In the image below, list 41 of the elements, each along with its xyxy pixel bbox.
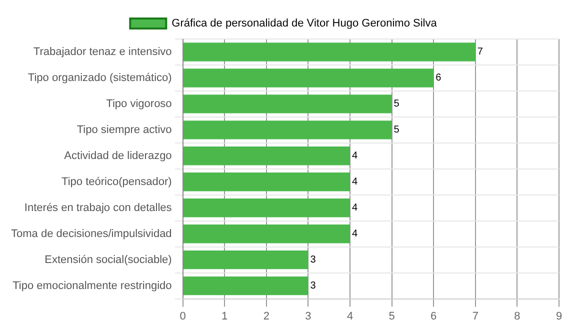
- x-tick-label: 1: [222, 310, 228, 322]
- bar: [183, 198, 350, 218]
- bar: [183, 146, 350, 166]
- y-tick-label: Tipo siempre activo: [76, 124, 172, 136]
- data-label: 4: [352, 202, 358, 214]
- bar: [183, 276, 308, 296]
- x-tick-label: 8: [514, 310, 520, 322]
- x-tick-label: 6: [430, 310, 437, 322]
- data-label: 3: [310, 254, 316, 266]
- bar: [183, 172, 350, 192]
- data-label: 5: [394, 98, 400, 110]
- data-label: 4: [352, 150, 358, 162]
- bar: [183, 94, 392, 114]
- y-tick-label: Tipo organizado (sistemático): [28, 72, 172, 84]
- bar: [183, 224, 350, 244]
- data-label: 3: [310, 280, 316, 292]
- legend-label: Gráfica de personalidad de Vitor Hugo Geronimo Silva: [172, 18, 438, 30]
- y-tick-label: Tipo vigoroso: [106, 98, 172, 110]
- x-tick-label: 9: [556, 310, 562, 322]
- y-tick-label: Extensión social(sociable): [44, 254, 172, 266]
- data-label: 4: [352, 228, 358, 240]
- data-label: 6: [436, 72, 442, 84]
- bar: [183, 68, 434, 88]
- y-tick-label: Trabajador tenaz e intensivo: [33, 46, 172, 58]
- data-label: 4: [352, 176, 358, 188]
- y-tick-label: Toma de decisiones/impulsividad: [10, 228, 172, 240]
- x-tick-label: 0: [180, 310, 186, 322]
- bar: [183, 42, 476, 62]
- x-tick-label: 2: [263, 310, 270, 322]
- data-label: 5: [394, 124, 400, 136]
- y-tick-label: Tipo teórico(pensador): [62, 176, 172, 188]
- x-tick-label: 5: [388, 310, 395, 322]
- data-label: 7: [477, 46, 484, 58]
- y-tick-label: Actividad de liderazgo: [64, 150, 172, 162]
- x-tick-label: 4: [346, 310, 354, 322]
- y-tick-label: Tipo emocionalmente restringido: [12, 280, 172, 292]
- bar: [183, 250, 308, 270]
- x-tick-label: 7: [472, 310, 478, 322]
- bar: [183, 120, 392, 140]
- y-tick-label: Interés en trabajo con detalles: [24, 202, 172, 214]
- x-tick-label: 3: [305, 310, 312, 322]
